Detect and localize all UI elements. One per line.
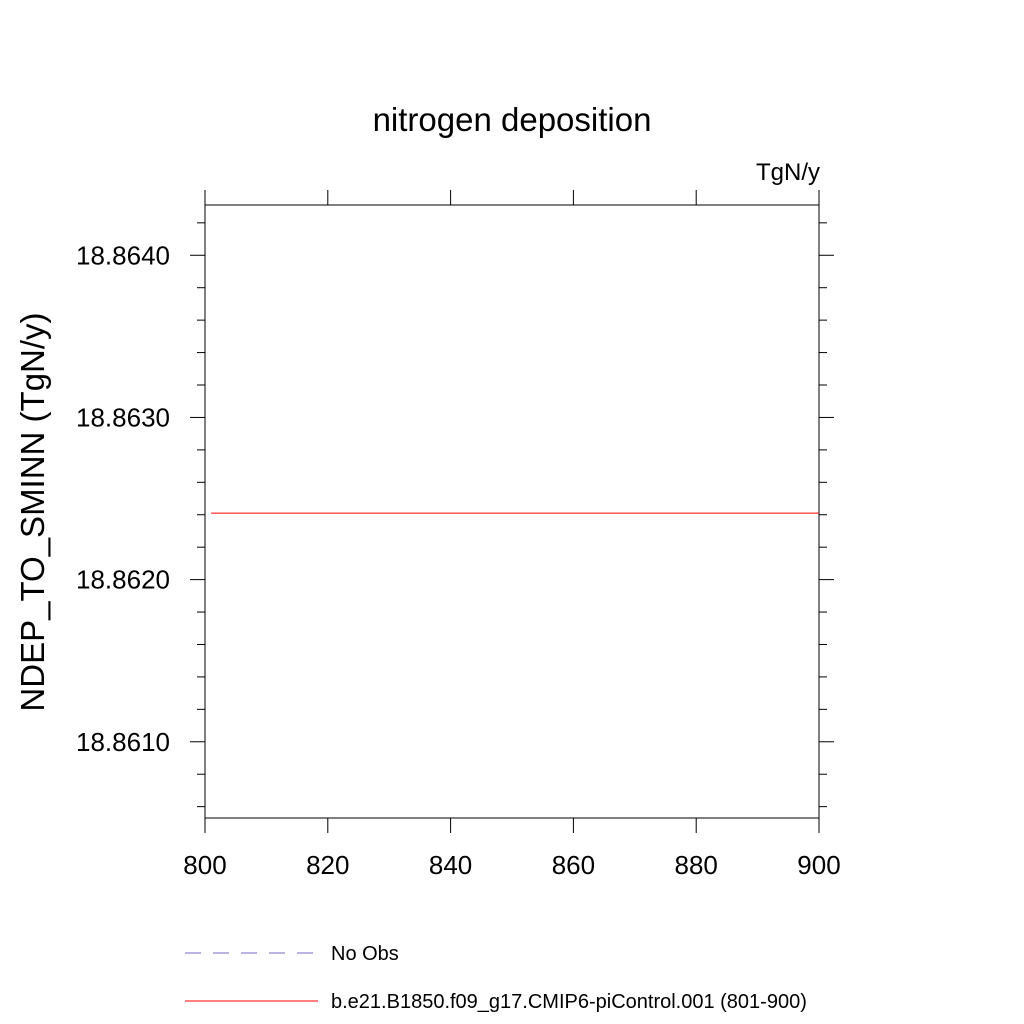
units-label: TgN/y bbox=[756, 159, 820, 186]
x-tick-label: 820 bbox=[306, 850, 349, 880]
y-tick-label: 18.8640 bbox=[76, 240, 170, 270]
y-axis-label: NDEP_TO_SMINN (TgN/y) bbox=[14, 312, 51, 711]
x-tick-label: 880 bbox=[675, 850, 718, 880]
legend-label-1: No Obs bbox=[331, 943, 399, 965]
x-tick-label: 800 bbox=[183, 850, 226, 880]
y-tick-label: 18.8620 bbox=[76, 565, 170, 595]
x-tick-label: 860 bbox=[552, 850, 595, 880]
y-tick-label: 18.8610 bbox=[76, 727, 170, 757]
plot-frame bbox=[204, 204, 820, 819]
x-tick-label: 900 bbox=[797, 850, 840, 880]
legend-label-2: b.e21.B1850.f09_g17.CMIP6-piControl.001 … bbox=[331, 991, 807, 1013]
y-tick-label: 18.8630 bbox=[76, 402, 170, 432]
x-tick-label: 840 bbox=[429, 850, 472, 880]
chart-title: nitrogen deposition bbox=[373, 101, 652, 138]
